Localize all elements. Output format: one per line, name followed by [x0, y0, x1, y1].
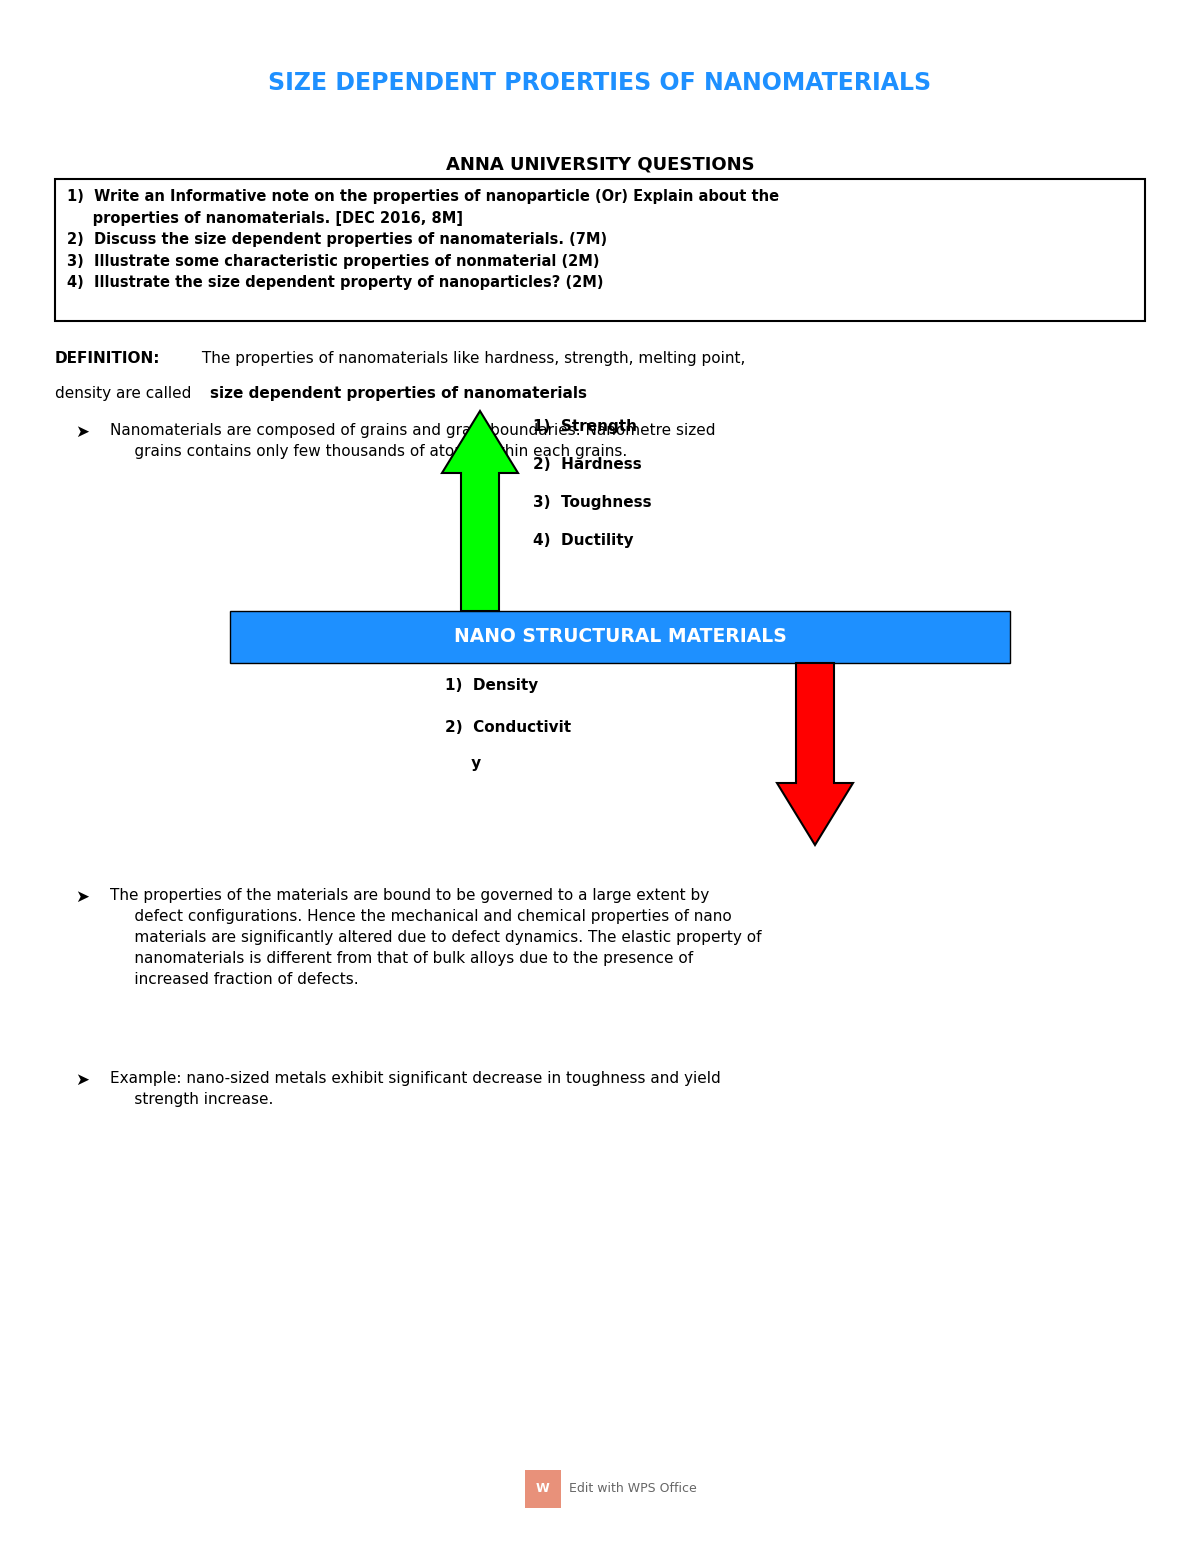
- Text: The properties of nanomaterials like hardness, strength, melting point,: The properties of nanomaterials like har…: [197, 351, 745, 367]
- Text: ➤: ➤: [74, 1072, 89, 1089]
- Bar: [526, 1471, 562, 1508]
- Text: SIZE DEPENDENT PROERTIES OF NANOMATERIALS: SIZE DEPENDENT PROERTIES OF NANOMATERIAL…: [269, 71, 931, 95]
- Text: 1)  Write an Informative note on the properties of nanoparticle (Or) Explain abo: 1) Write an Informative note on the prop…: [67, 189, 779, 290]
- Text: 4)  Ductility: 4) Ductility: [533, 533, 634, 548]
- Text: Nanomaterials are composed of grains and grain boundaries. Nanometre sized
     : Nanomaterials are composed of grains and…: [110, 422, 715, 460]
- Text: 2)  Conductivit: 2) Conductivit: [445, 721, 571, 735]
- Text: y: y: [445, 756, 481, 770]
- Text: ➤: ➤: [74, 888, 89, 905]
- Text: ANNA UNIVERSITY QUESTIONS: ANNA UNIVERSITY QUESTIONS: [445, 155, 755, 174]
- Bar: [55, 179, 1145, 321]
- Polygon shape: [442, 412, 518, 610]
- Text: density are called: density are called: [55, 387, 197, 401]
- Text: The properties of the materials are bound to be governed to a large extent by
  : The properties of the materials are boun…: [110, 888, 762, 988]
- Text: DEFINITION:: DEFINITION:: [55, 351, 161, 367]
- Text: 2)  Hardness: 2) Hardness: [533, 457, 642, 472]
- Text: Example: nano-sized metals exhibit significant decrease in toughness and yield
 : Example: nano-sized metals exhibit signi…: [110, 1072, 721, 1107]
- Text: ➤: ➤: [74, 422, 89, 441]
- Polygon shape: [778, 663, 853, 845]
- Text: size dependent properties of nanomaterials: size dependent properties of nanomateria…: [210, 387, 587, 401]
- Text: 1)  Strength: 1) Strength: [533, 419, 637, 433]
- Text: 3)  Toughness: 3) Toughness: [533, 495, 652, 509]
- Text: NANO STRUCTURAL MATERIALS: NANO STRUCTURAL MATERIALS: [454, 627, 786, 646]
- Text: Edit with WPS Office: Edit with WPS Office: [569, 1483, 697, 1496]
- Text: W: W: [536, 1483, 550, 1496]
- Text: 1)  Density: 1) Density: [445, 679, 539, 693]
- Bar: [230, 610, 1010, 663]
